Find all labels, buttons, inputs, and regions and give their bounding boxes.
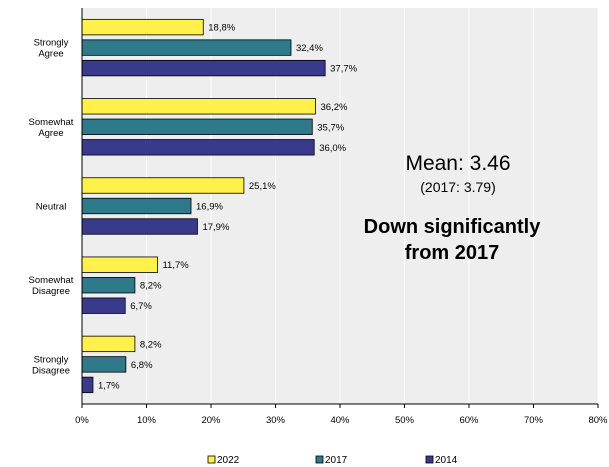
bar-2017-2 [81,197,192,215]
x-tick-label: 50% [395,415,415,426]
data-label: 35,7% [317,122,344,133]
legend-label-2022: 2022 [217,455,240,466]
data-label: 18,8% [208,23,235,34]
x-tick-label: 30% [266,415,286,426]
category-label: Somewhat [29,275,74,286]
data-label: 32,4% [296,43,323,54]
legend-label-2017: 2017 [325,455,348,466]
bar-2022-4 [81,335,136,353]
legend-swatch-2014 [425,455,434,464]
bars [81,18,326,394]
bar-2017-4 [81,356,127,373]
category-label: Agree [38,49,63,60]
x-tick-label: 80% [588,415,608,426]
data-label: 6,7% [130,301,152,312]
bar-2017-3 [81,277,136,294]
data-label: 17,9% [202,222,229,233]
bar-2014-0 [81,59,326,77]
note-line-2: from 2017 [405,242,500,264]
gridlines [146,8,599,404]
legend-swatch-2022 [207,455,216,464]
data-label: 16,9% [196,202,223,213]
bar-2014-4 [81,376,94,394]
bar-2017-0 [81,39,292,56]
data-label: 36,2% [320,102,347,113]
category-label: Neutral [36,202,67,213]
data-label: 36,0% [319,143,346,154]
mean-value: Mean: 3.46 [405,152,510,175]
annotation-box: Mean: 3.46 (2017: 3.79) Down significant… [364,152,542,264]
x-tick-label: 40% [330,415,350,426]
data-label: 8,2% [140,281,162,292]
legend-label-2014: 2014 [435,455,458,466]
category-label: Agree [38,128,63,139]
data-label: 8,2% [140,339,162,350]
x-tick-label: 60% [459,415,479,426]
category-label: Strongly [34,38,69,49]
x-tick-label: 0% [75,415,89,426]
x-tick-label: 10% [137,415,157,426]
bar-2022-1 [81,98,316,115]
category-label: Disagree [32,365,70,376]
previous-mean: (2017: 3.79) [420,179,496,195]
legend: 2022 2017 2014 [207,455,458,466]
x-tick-label: 70% [524,415,544,426]
data-label: 25,1% [249,181,276,192]
bar-2017-1 [81,118,313,135]
data-label: 6,8% [131,360,153,371]
data-label: 37,7% [330,64,357,75]
bar-2022-0 [81,18,204,36]
legend-swatch-2017 [315,455,324,464]
bar-2014-3 [81,297,126,314]
data-labels: 18,8% 32,4% 37,7% 36,2% 35,7% 36,0% 25,1% 16,9%… [98,23,358,392]
category-labels: StronglyAgreeSomewhatAgreeNeutralSomewha… [29,38,74,377]
data-label: 11,7% [162,260,189,271]
bar-2022-3 [81,256,158,273]
x-axis-ticks: 0% 10% 20% 30% 40% 50% 60% 70% 80% [75,404,608,426]
x-tick-label: 20% [201,415,221,426]
note-line-1: Down significantly [364,216,542,238]
bar-2014-2 [81,218,198,235]
bar-2022-2 [81,177,245,194]
category-label: Disagree [32,286,70,297]
category-label: Strongly [34,354,69,365]
data-label: 1,7% [98,380,120,391]
category-label: Somewhat [29,117,74,128]
bar-2014-1 [81,139,315,156]
